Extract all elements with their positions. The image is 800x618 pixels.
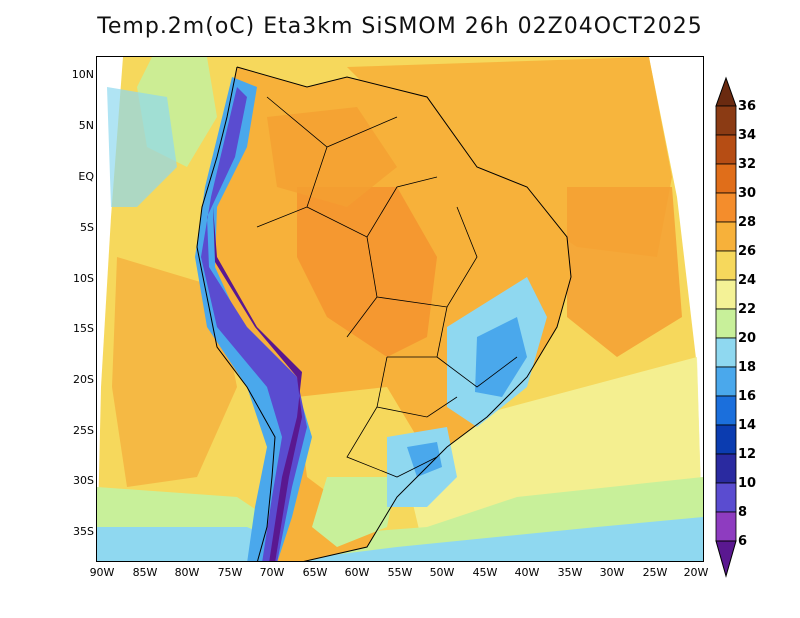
andes-cold-core [201,87,307,561]
lon-tick-75w: 75W [217,566,243,579]
interior-hot-zone [297,187,437,357]
lat-tick-10s: 10S [73,272,94,285]
amazon-north-zone [267,107,397,207]
lat-tick-25s: 25S [73,424,94,437]
colorbar-label: 20 [738,331,757,346]
pampas-cool [312,477,397,547]
colorbar-bin [715,221,737,252]
colorbar-bin [715,192,737,223]
colorbar-label: 16 [738,389,757,404]
lat-tick-5s: 5S [80,221,94,234]
colorbar-bottom-arrow [715,540,737,578]
warm-ocean-east [567,187,682,357]
colorbar-top-arrow [715,76,737,107]
lon-tick-35w: 35W [557,566,583,579]
colorbar-label: 22 [738,302,757,317]
lon-tick-85w: 85W [132,566,158,579]
colorbar-label: 26 [738,244,757,259]
lon-tick-55w: 55W [387,566,413,579]
lon-tick-60w: 60W [344,566,370,579]
colorbar-bin [715,250,737,281]
colorbar-label: 32 [738,157,757,172]
lon-tick-40w: 40W [514,566,540,579]
colorbar-bin [715,308,737,339]
lon-tick-90w: 90W [89,566,115,579]
colorbar-label: 34 [738,128,757,143]
colorbar-label: 18 [738,360,757,375]
lon-tick-65w: 65W [302,566,328,579]
colorbar-bin [715,337,737,368]
colorbar-label: 14 [738,418,757,433]
lat-tick-10n: 10N [71,68,94,81]
country-borders [256,96,518,478]
colorbar-bin [715,424,737,455]
lon-tick-80w: 80W [174,566,200,579]
lat-tick-eq: EQ [78,170,94,183]
lat-tick-35s: 35S [73,525,94,538]
lat-tick-15s: 15S [73,322,94,335]
colorbar-bin [715,453,737,484]
temperature-map [97,57,703,561]
colorbar-label: 28 [738,215,757,230]
lat-tick-20s: 20S [73,373,94,386]
colorbar-label: 30 [738,186,757,201]
lon-tick-50w: 50W [429,566,455,579]
map-panel [96,56,704,562]
colorbar [715,76,737,578]
lat-tick-5n: 5N [78,119,94,132]
lon-tick-45w: 45W [472,566,498,579]
colorbar-bin [715,279,737,310]
colorbar-bin [715,105,737,136]
chart-title: Temp.2m(oC) Eta3km SiSMOM 26h 02Z04OCT20… [97,14,703,39]
colorbar-label: 36 [738,99,757,114]
colorbar-label: 8 [738,505,748,520]
coastline [196,66,572,561]
colorbar-bin [715,366,737,397]
lon-tick-70w: 70W [259,566,285,579]
lat-tick-30s: 30S [73,474,94,487]
colorbar-bin [715,511,737,542]
colorbar-label: 10 [738,476,757,491]
colorbar-bin [715,163,737,194]
lon-tick-25w: 25W [642,566,668,579]
colorbar-label: 6 [738,534,748,549]
lon-tick-30w: 30W [599,566,625,579]
colorbar-bin [715,395,737,426]
colorbar-label: 12 [738,447,757,462]
lon-tick-20w: 20W [683,566,709,579]
se-brazil-cold-core [475,317,527,397]
colorbar-label: 24 [738,273,757,288]
south-brazil-cold-core [407,442,442,477]
colorbar-bin [715,134,737,165]
colder-ocean-south [97,517,703,561]
cool-ocean-pacific-west [107,87,177,207]
colorbar-bin [715,482,737,513]
